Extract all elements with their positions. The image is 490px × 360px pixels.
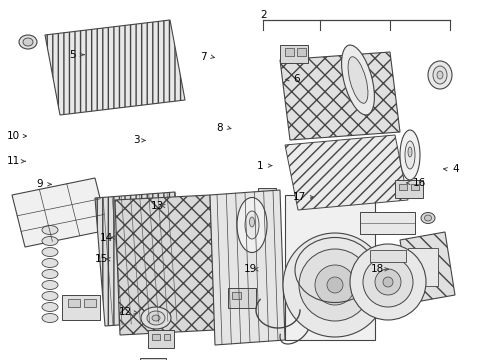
Ellipse shape (428, 61, 452, 89)
Ellipse shape (42, 237, 58, 246)
Ellipse shape (408, 147, 412, 157)
Ellipse shape (42, 248, 58, 257)
Text: 12: 12 (119, 307, 132, 318)
Circle shape (283, 233, 387, 337)
Bar (370, 250, 406, 262)
Ellipse shape (19, 35, 37, 49)
Ellipse shape (437, 71, 443, 79)
Ellipse shape (141, 307, 171, 329)
Text: 17: 17 (293, 192, 307, 202)
Bar (280, 45, 308, 63)
Text: 1: 1 (256, 161, 263, 171)
Bar (228, 288, 256, 308)
Bar (297, 48, 306, 56)
Ellipse shape (42, 302, 58, 311)
Text: 3: 3 (133, 135, 140, 145)
Ellipse shape (424, 215, 432, 221)
Bar (68, 299, 80, 307)
Ellipse shape (42, 292, 58, 301)
Ellipse shape (42, 280, 58, 289)
Circle shape (383, 277, 393, 287)
Text: 7: 7 (200, 52, 207, 62)
Bar (285, 195, 375, 340)
Text: 6: 6 (293, 74, 300, 84)
Polygon shape (12, 178, 108, 247)
Ellipse shape (421, 212, 435, 224)
Ellipse shape (342, 45, 374, 115)
Polygon shape (210, 190, 285, 345)
Ellipse shape (433, 66, 447, 84)
Text: 16: 16 (412, 178, 426, 188)
Bar (399, 184, 407, 190)
Ellipse shape (152, 315, 160, 321)
Text: 2: 2 (260, 10, 267, 20)
Ellipse shape (23, 38, 33, 46)
Bar (62, 295, 100, 320)
Ellipse shape (42, 258, 58, 267)
Bar (360, 212, 415, 234)
Text: 9: 9 (36, 179, 43, 189)
Ellipse shape (245, 211, 259, 239)
Ellipse shape (348, 57, 368, 103)
Bar (408, 248, 438, 286)
Circle shape (350, 244, 426, 320)
Bar (262, 192, 272, 204)
Bar (258, 188, 276, 220)
Polygon shape (115, 195, 215, 335)
Bar (152, 334, 160, 340)
Ellipse shape (400, 130, 420, 180)
Bar (140, 358, 166, 360)
Bar (285, 48, 294, 56)
Bar (164, 334, 170, 340)
Text: 18: 18 (370, 264, 384, 274)
Polygon shape (45, 20, 185, 115)
Text: 5: 5 (69, 50, 76, 60)
Circle shape (327, 277, 343, 293)
Polygon shape (400, 232, 455, 303)
Polygon shape (280, 52, 400, 140)
Ellipse shape (249, 217, 254, 227)
Circle shape (299, 249, 371, 321)
Ellipse shape (405, 141, 415, 169)
Text: 11: 11 (7, 156, 21, 166)
Bar (411, 184, 419, 190)
Polygon shape (95, 192, 185, 326)
Text: 8: 8 (216, 123, 223, 133)
Text: 15: 15 (95, 254, 109, 264)
Text: 13: 13 (151, 201, 165, 211)
Ellipse shape (42, 314, 58, 323)
Circle shape (315, 265, 355, 305)
Text: 10: 10 (7, 131, 20, 141)
Bar (148, 330, 174, 348)
Ellipse shape (42, 270, 58, 279)
Circle shape (363, 257, 413, 307)
Bar (232, 292, 241, 299)
Ellipse shape (147, 311, 165, 325)
Ellipse shape (42, 225, 58, 234)
Text: 14: 14 (100, 233, 114, 243)
Text: 4: 4 (452, 164, 459, 174)
Bar (395, 180, 423, 198)
Ellipse shape (237, 198, 267, 252)
Circle shape (375, 269, 401, 295)
Bar (84, 299, 96, 307)
Text: 19: 19 (244, 264, 258, 274)
Polygon shape (285, 135, 408, 210)
